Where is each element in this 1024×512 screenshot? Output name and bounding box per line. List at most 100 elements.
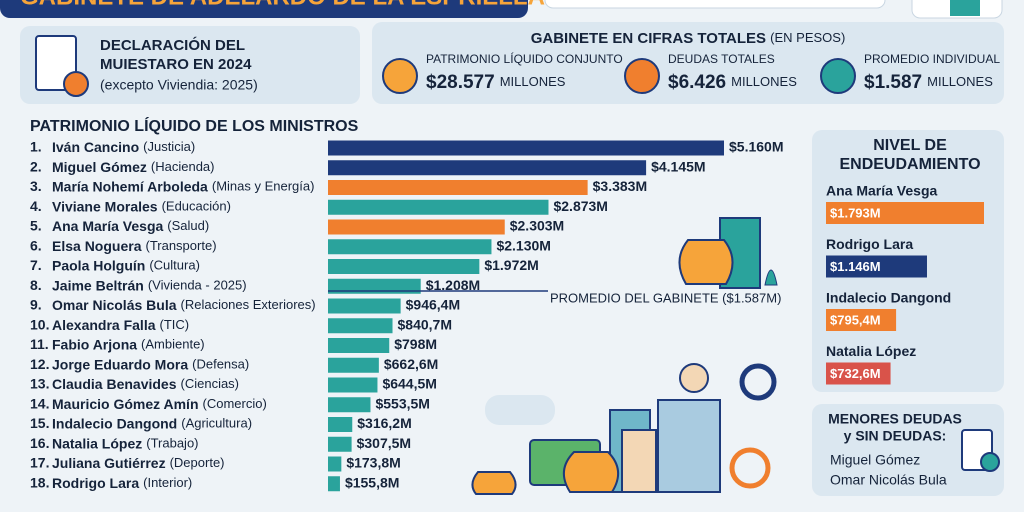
bar [328,397,371,413]
minister-name: María Nohemí Arboleda [52,178,208,194]
minor-debts-name: Miguel Gómez [830,452,920,468]
row-label: Ana María Vesga (Salud) [52,218,209,234]
bar [328,456,342,472]
rank: 16. [30,435,49,451]
rank: 15. [30,415,49,431]
ministry: (Relaciones Exteriores) [181,297,316,312]
ministry: (Vivienda - 2025) [148,278,247,293]
value-label: $946,4M [406,297,460,313]
minister-name: Elsa Noguera [52,237,142,253]
header-box [544,0,886,9]
ministry: (Agricultura) [181,416,252,431]
bar [328,436,352,452]
minister-name: Natalia López [52,435,142,451]
rank: 10. [30,316,49,332]
bar [328,180,588,195]
minister-name: Alexandra Falla [52,316,156,332]
total-value-line: $28.577 MILLONES [426,72,566,93]
header-title: GABINETE DE ADELARDO DE LA ESPRIELLA [20,0,545,10]
row-label: Paola Holguín (Cultura) [52,257,200,273]
debt-bar [826,255,927,278]
ministry: (Defensa) [192,357,249,372]
bar [328,278,421,294]
bar [328,318,393,334]
ministry: (Justicia) [143,139,195,154]
debt-title: ENDEUDAMIENTO [839,156,980,173]
total-value: $1.587 [864,72,922,93]
ministry: (Ambiente) [141,337,205,352]
ministry: (Salud) [167,218,209,233]
minister-name: Claudia Benavides [52,376,177,392]
coin-icon [63,71,89,97]
totals-items: PATRIMONIO LÍQUIDO CONJUNTO $28.577 MILLON… [382,51,1000,94]
rank: 1. [30,139,42,155]
row-label: Jorge Eduardo Mora (Defensa) [52,356,249,372]
debt-title: NIVEL DE [873,137,947,154]
ministry: (Deporte) [170,455,225,470]
row-label: Juliana Gutiérrez (Deporte) [52,455,225,471]
debt-value-label: $1.793M [830,205,881,220]
total-unit: MILLONES [731,74,797,89]
bar [328,476,340,492]
rank: 17. [30,455,49,471]
row-label: Alexandra Falla (TIC) [52,316,189,332]
bar [328,259,480,274]
ministry: (Trabajo) [146,436,198,451]
total-unit: MILLONES [927,74,993,89]
debt-bar [826,309,897,331]
row-label: Miguel Gómez (Hacienda) [52,158,215,174]
value-label: $1.208M [426,277,480,293]
rank: 5. [30,218,42,234]
chart-title: PATRIMONIO LÍQUIDO DE LOS MINISTROS [30,116,359,135]
debt-chart: Ana María Vesga $1.793M Rodrigo Lara $1.146… [826,183,984,385]
total-icon [382,58,418,94]
ministry: (Cultura) [149,258,200,273]
minister-name: Indalecio Dangond [52,415,177,431]
declaration-title: MUIESTARO EN 2024 [100,56,252,73]
debt-value-label: $1.146M [830,259,881,274]
value-label: $644,5M [382,376,436,392]
bar [328,160,647,176]
value-label: $3.383M [593,178,647,194]
bar [328,199,549,215]
rank: 14. [30,395,49,411]
value-label: $2.130M [496,237,550,253]
declaration-title: DECLARACIÓN DEL [100,36,245,54]
total-icon [820,58,856,94]
ministry: (Ciencias) [181,376,240,391]
totals-heading: GABINETE EN CIFRAS TOTALES (EN PESOS) [531,30,846,47]
rank: 9. [30,297,42,313]
value-label: $662,6M [384,356,438,372]
header-banner [0,0,528,18]
row-label: Claudia Benavides (Ciencias) [52,376,239,392]
ministry: (Comercio) [203,396,267,411]
minister-name: Ana María Vesga [52,218,163,234]
value-label: $1.972M [484,257,538,273]
bar [328,298,401,314]
illustration [471,217,778,495]
ministry: (Educación) [162,199,231,214]
minister-name: Paola Holguín [52,257,145,273]
rank: 4. [30,198,42,214]
total-label: PROMEDIO INDIVIDUAL [864,52,1000,66]
row-label: Fabio Arjona (Ambiente) [52,336,205,352]
value-label: $2.303M [510,218,564,234]
value-label: $155,8M [345,474,399,490]
average-annotation: PROMEDIO DEL GABINETE ($1.587M) [550,290,781,305]
rank: 12. [30,356,49,372]
value-label: $2.873M [553,198,607,214]
minister-name: Rodrigo Lara [52,474,139,490]
bar [328,239,492,255]
total-unit: MILLONES [500,74,566,89]
header-icon [950,0,980,16]
total-value-line: $6.426 MILLONES [668,72,797,93]
row-label: Viviane Morales (Educación) [52,198,231,214]
debt-name: Natalia López [826,343,916,359]
debt-name: Ana María Vesga [826,183,937,199]
minister-name: Jaime Beltrán [52,277,144,293]
row-label: Jaime Beltrán (Vivienda - 2025) [52,277,247,293]
value-label: $173,8M [346,455,400,471]
value-label: $5.160M [729,139,783,155]
total-label: PATRIMONIO LÍQUIDO CONJUNTO [426,51,623,66]
